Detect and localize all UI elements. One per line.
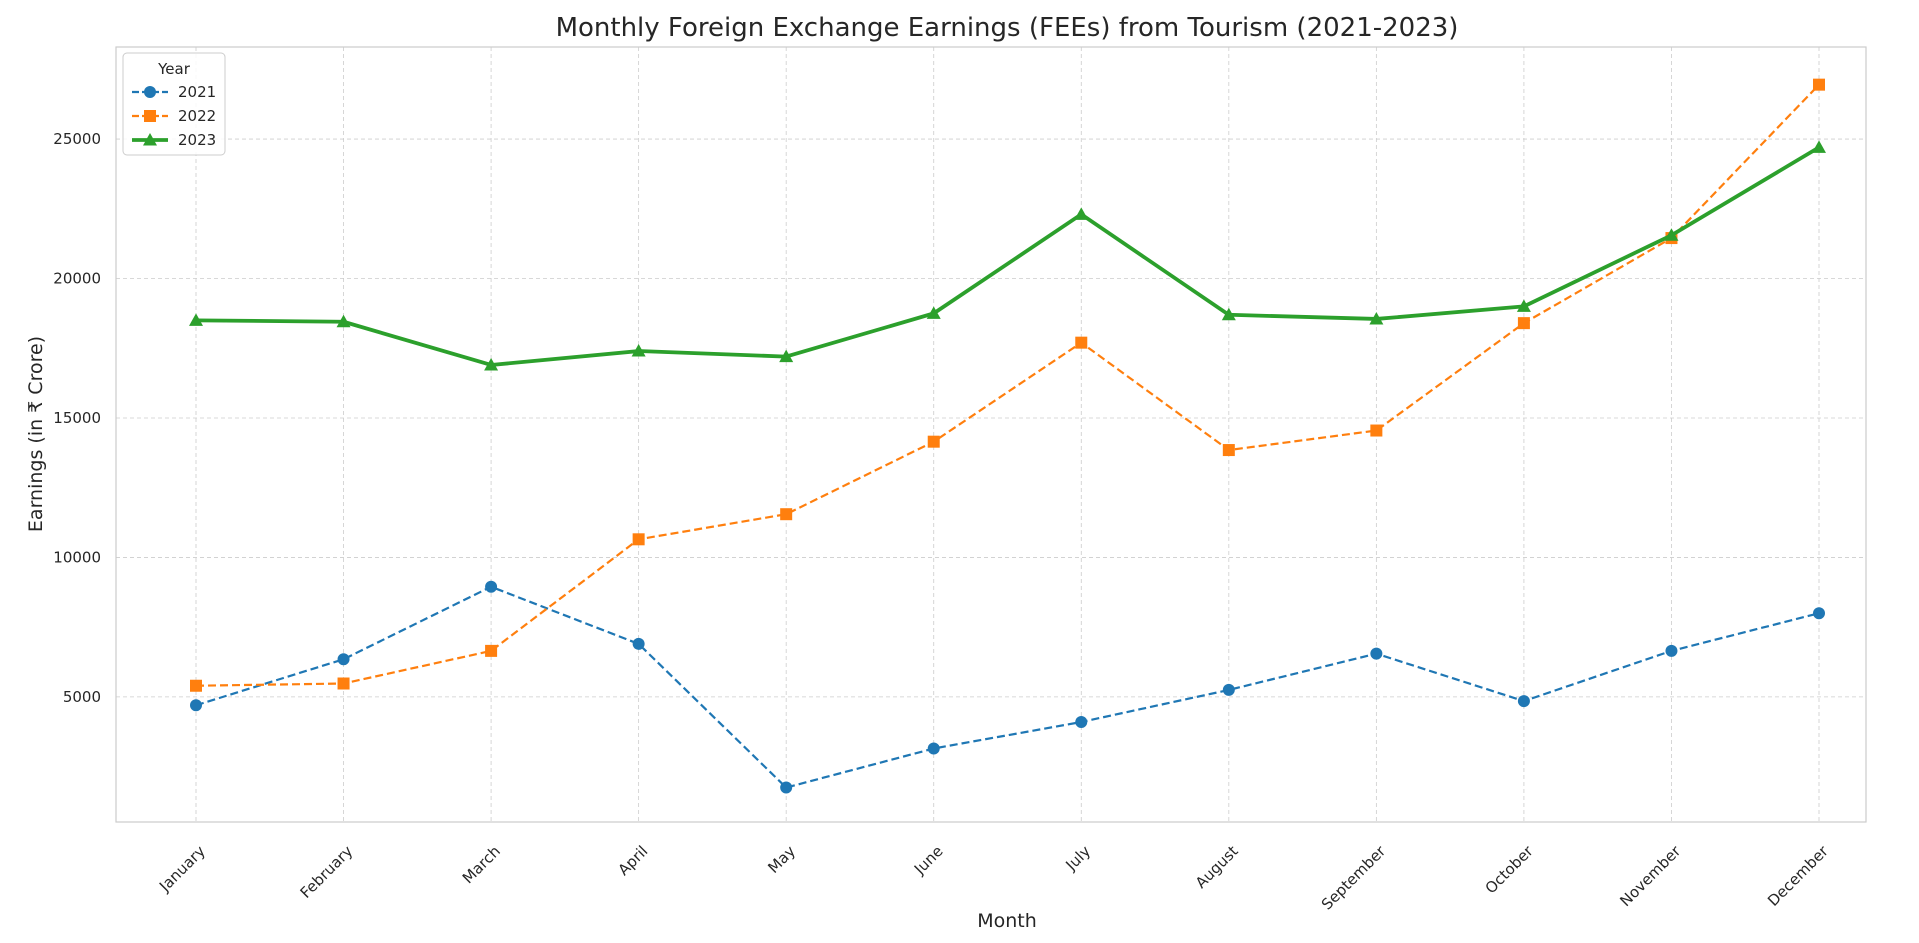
legend-label: 2023 <box>178 131 216 149</box>
data-point-2023 <box>336 314 351 328</box>
data-point-2023 <box>1221 307 1236 321</box>
data-point-2021 <box>190 699 202 712</box>
data-point-2021 <box>927 742 940 755</box>
y-tick-label: 10000 <box>53 548 101 566</box>
legend: Year 2021 2022 2023 <box>122 52 226 156</box>
legend-marker <box>144 110 156 122</box>
data-point-2022 <box>632 533 645 546</box>
series-2021 <box>190 580 1825 794</box>
data-point-2022 <box>1075 336 1088 349</box>
series-line-2021 <box>195 585 1820 789</box>
data-point-2021 <box>780 781 793 794</box>
data-point-2022 <box>1222 444 1235 457</box>
legend-box <box>122 52 226 156</box>
y-tick-label: 15000 <box>53 409 101 427</box>
x-axis-label: Month <box>977 910 1037 932</box>
data-point-2023 <box>631 344 646 357</box>
data-point-2021 <box>1517 695 1530 708</box>
legend-marker <box>144 86 156 98</box>
data-point-2022 <box>1813 78 1825 91</box>
data-point-2021 <box>485 580 498 593</box>
y-tick-label: 5000 <box>63 688 101 706</box>
data-point-2021 <box>1665 644 1678 657</box>
series-2023 <box>189 140 1826 371</box>
data-point-2023 <box>1074 207 1089 220</box>
chart-title: Monthly Foreign Exchange Earnings (FEEs)… <box>556 13 1459 43</box>
data-point-2022 <box>1517 317 1530 330</box>
data-point-2023 <box>189 313 203 326</box>
data-point-2023 <box>1369 311 1384 325</box>
legend-marker <box>143 133 157 146</box>
data-point-2022 <box>780 508 793 521</box>
data-point-2021 <box>1813 607 1825 620</box>
series-layer <box>189 78 1826 794</box>
data-point-2021 <box>1370 647 1383 660</box>
plot-area-frame <box>115 46 1867 823</box>
y-axis-label: Earnings (in ₹ Crore) <box>25 336 47 532</box>
data-point-2022 <box>337 677 350 690</box>
series-line-2022 <box>195 83 1820 687</box>
legend-label: 2021 <box>178 83 216 101</box>
legend-title: Year <box>157 60 191 78</box>
data-point-2023 <box>1812 140 1826 153</box>
data-point-2023 <box>926 306 941 319</box>
legend-label: 2022 <box>178 107 216 125</box>
y-tick-label: 20000 <box>53 270 101 288</box>
data-point-2021 <box>1075 716 1088 729</box>
data-point-2022 <box>190 679 202 692</box>
data-point-2021 <box>337 653 350 666</box>
data-point-2022 <box>927 435 940 448</box>
data-point-2023 <box>1664 228 1679 241</box>
data-point-2021 <box>1222 683 1235 696</box>
series-line-2023 <box>195 145 1820 367</box>
data-point-2023 <box>484 357 499 371</box>
y-tick-label: 25000 <box>53 130 101 148</box>
data-point-2022 <box>485 644 498 657</box>
data-point-2023 <box>1516 299 1531 312</box>
data-point-2021 <box>632 637 645 650</box>
y-axis: 5000 10000 15000 20000 25000 <box>53 130 101 706</box>
data-point-2023 <box>779 349 794 363</box>
data-point-2022 <box>1370 424 1383 437</box>
